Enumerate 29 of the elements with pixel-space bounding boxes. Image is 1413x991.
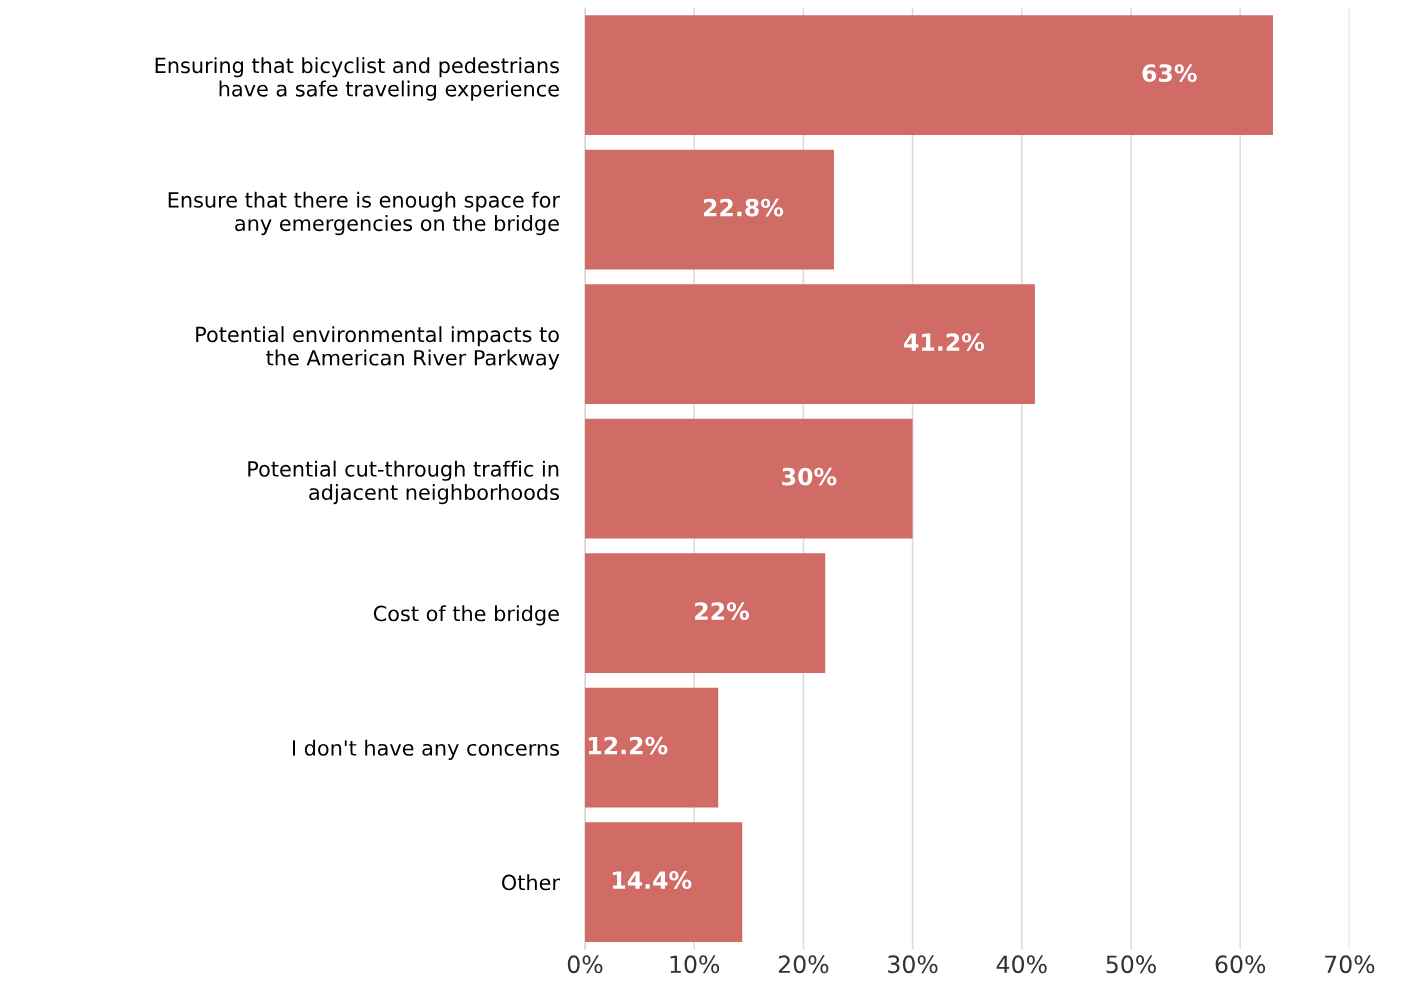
x-tick-label: 10% [670,955,720,974]
bar [584,284,1035,405]
x-tick-label: 70% [1325,955,1375,974]
y-tick-label: Other [502,874,560,891]
bar [584,149,834,270]
bar [584,553,826,673]
data-label: 12.2% [588,736,668,755]
y-tick-label: Ensure that there is enough space for any emergencies on the bridge [168,191,560,236]
data-label: 14.4% [612,871,692,889]
data-label: 22.8% [703,198,784,217]
x-tick-label: 20% [778,955,829,974]
bar [584,418,913,539]
bar [584,15,1273,136]
bar [584,822,743,942]
y-tick-label: Potential environmental impacts to the American River Parkway [196,326,560,370]
data-label: 63% [1142,64,1197,83]
x-tick-label: 0% [567,955,603,974]
bar [584,687,719,808]
x-tick-label: 40% [996,955,1047,974]
data-label: 41.2% [904,333,985,352]
y-tick-label: I don't have any concerns [292,739,559,760]
y-tick-label: Cost of the bridge [373,605,559,626]
data-label: 22% [695,602,750,620]
x-tick-label: 60% [1215,955,1266,974]
x-tick-label: 30% [888,955,938,974]
y-tick-label: Potential cut-through traffic in adjacent neighborhoods [248,460,559,505]
data-label: 30% [782,467,837,486]
y-tick-label: Ensuring that bicyclist and pedestrians have a safe traveling experience [155,57,559,101]
x-tick-label: 50% [1106,955,1156,974]
